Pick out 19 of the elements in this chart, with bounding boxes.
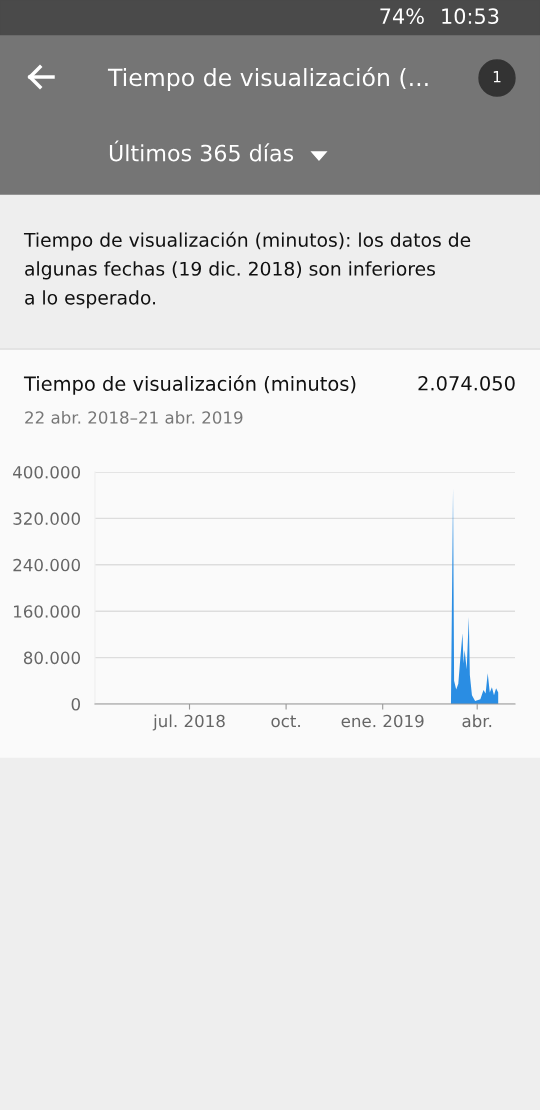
y-tick-label: 320.000 — [13, 512, 80, 525]
y-tick-label: 160.000 — [14, 605, 80, 618]
x-tick-label: ene. 2019 — [341, 714, 424, 728]
text: Tiempo de visualización (... — [107, 67, 428, 91]
text: Tiempo de visualización (minutos): los datos de algunas fechas (19 dic. 2018) son inferiores a lo esperado. — [23, 231, 471, 309]
x-tick-label: oct. — [271, 715, 300, 728]
chart-subtitle: 22 abr. 2018–21 abr. 2019 — [25, 410, 243, 424]
y-tick-label: 240.000 — [13, 558, 80, 572]
text: 2.074.050 — [418, 375, 515, 391]
text: 74% — [380, 8, 424, 25]
y-tick-label: 80.000 — [23, 651, 80, 665]
text: Últimos 365 días — [109, 140, 294, 162]
text: 1 — [493, 71, 501, 83]
text: 10:53 — [442, 8, 499, 25]
x-tick-label: jul. 2018 — [152, 714, 225, 731]
x-tick-label: abr. — [462, 714, 492, 728]
y-tick-label: 0 — [71, 697, 80, 711]
y-tick-label: 400.000 — [13, 465, 80, 479]
chart-title: Tiempo de visualización (minutos) — [23, 375, 356, 395]
